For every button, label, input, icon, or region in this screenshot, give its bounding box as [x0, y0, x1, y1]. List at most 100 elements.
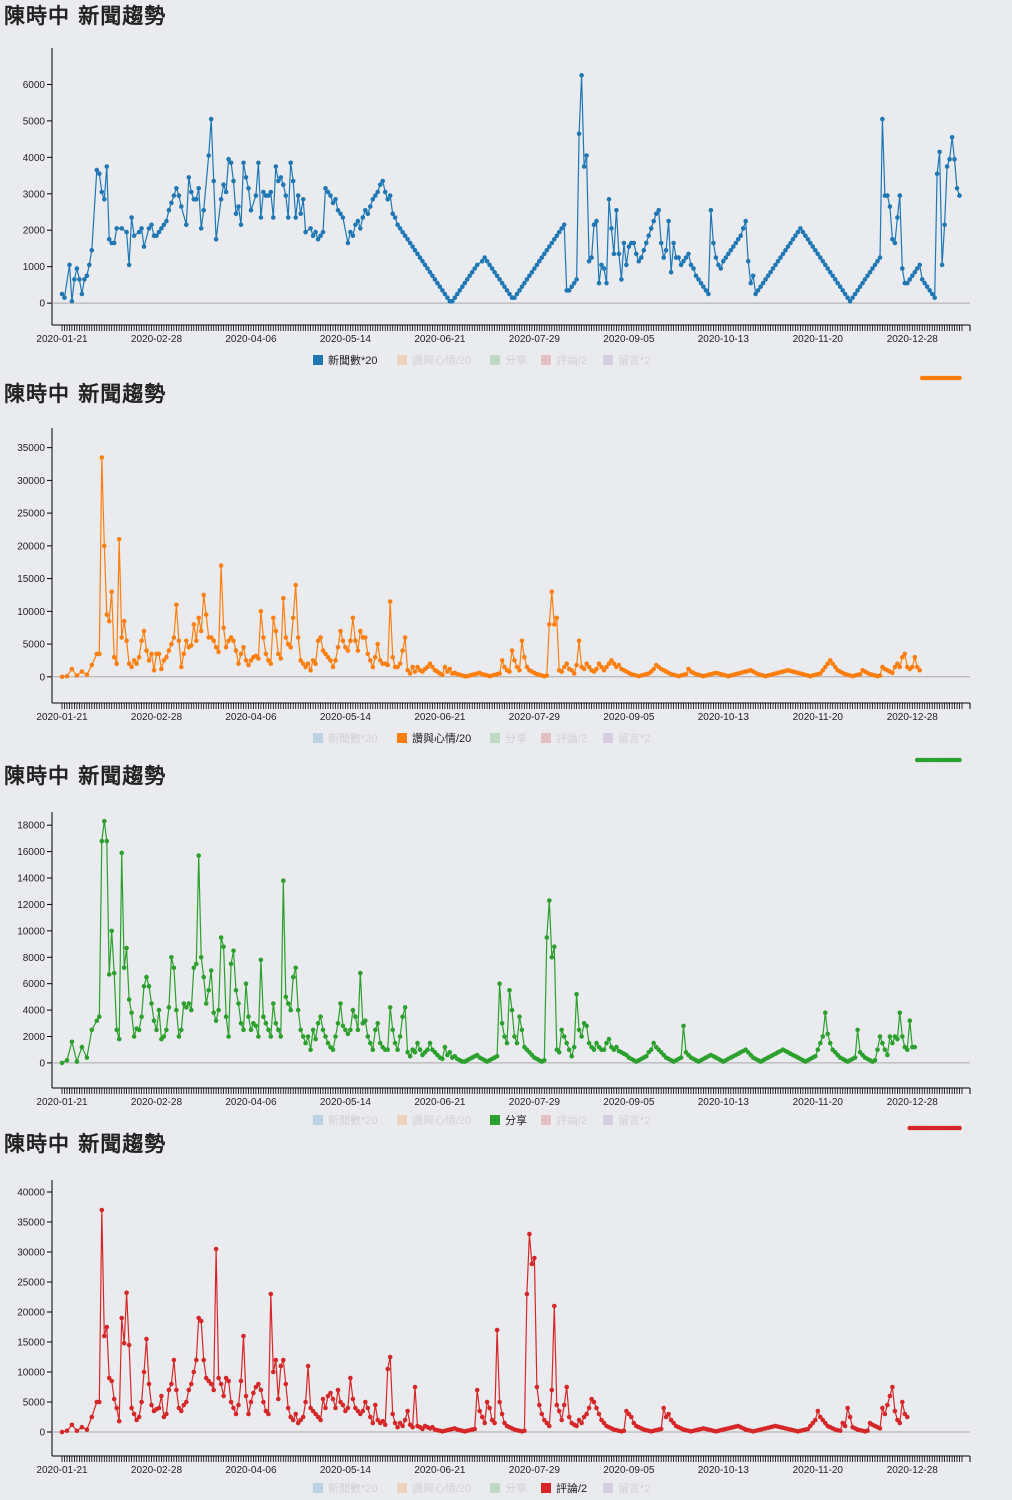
data-point — [124, 945, 129, 951]
data-point — [554, 615, 560, 621]
data-point — [194, 197, 199, 202]
data-point — [189, 1381, 194, 1387]
data-point — [484, 258, 490, 264]
data-point — [94, 167, 100, 173]
data-point — [363, 635, 368, 640]
data-point — [542, 1058, 547, 1063]
data-point — [213, 1246, 219, 1252]
data-point — [348, 229, 353, 235]
data-point — [753, 291, 758, 297]
data-point — [497, 981, 502, 986]
data-point — [84, 1427, 90, 1432]
data-point — [561, 664, 567, 670]
data-point — [243, 981, 249, 986]
data-point — [109, 589, 114, 594]
data-point — [504, 1040, 510, 1046]
legend-label: 分享 — [505, 353, 527, 367]
y-tick: 0 — [39, 1058, 52, 1069]
data-point — [726, 251, 731, 257]
data-point — [569, 284, 574, 290]
data-point — [606, 197, 612, 202]
data-point — [815, 251, 821, 257]
data-point — [686, 251, 691, 257]
x-tick-label: 2020-05-14 — [320, 712, 372, 723]
data-point — [606, 1036, 612, 1042]
data-point — [181, 651, 187, 657]
data-point — [285, 215, 291, 220]
data-point — [517, 1014, 522, 1019]
data-point — [400, 1423, 405, 1429]
data-point — [651, 666, 656, 672]
data-point — [755, 288, 761, 293]
y-tick: 15000 — [17, 574, 52, 585]
data-point — [198, 955, 204, 960]
legend-swatch — [541, 1483, 551, 1493]
data-point — [422, 262, 428, 268]
data-point — [350, 615, 356, 621]
y-tick-label: 20000 — [17, 1308, 45, 1319]
data-point — [678, 1055, 684, 1060]
data-point — [228, 635, 234, 640]
data-point — [179, 664, 184, 670]
data-point — [256, 1034, 261, 1039]
data-point — [571, 280, 577, 286]
data-point — [320, 229, 326, 235]
data-point — [184, 1399, 189, 1405]
data-point — [69, 1422, 75, 1428]
data-point — [457, 288, 463, 293]
data-point — [325, 189, 331, 195]
data-point — [305, 661, 311, 666]
data-point — [407, 671, 413, 676]
data-point — [810, 244, 816, 249]
data-point — [437, 284, 443, 290]
legend-item: 新聞數*20 — [313, 731, 378, 745]
x-tick-label: 2020-11-20 — [793, 1465, 844, 1476]
data-point — [452, 295, 458, 301]
data-point — [375, 641, 381, 647]
data-point — [634, 251, 639, 257]
legend-item: 留言*2 — [603, 1114, 650, 1127]
data-point — [278, 1034, 284, 1039]
data-point — [410, 1424, 415, 1430]
data-point — [226, 1034, 231, 1039]
data-point — [574, 991, 579, 997]
data-point — [216, 1375, 221, 1381]
data-point — [395, 1047, 400, 1052]
data-point — [102, 197, 107, 202]
data-point — [392, 1040, 398, 1046]
legend-label: 新聞數*20 — [328, 1481, 378, 1495]
data-point — [236, 204, 241, 209]
data-point — [890, 670, 895, 676]
data-point — [343, 1027, 348, 1033]
data-point — [482, 1420, 488, 1426]
legend-swatch — [313, 355, 323, 365]
data-point — [236, 661, 241, 666]
legend-swatch — [490, 1115, 500, 1125]
data-point — [445, 295, 450, 301]
data-point — [947, 156, 952, 162]
chart-title: 陳時中 新聞趨勢 — [4, 4, 167, 28]
y-tick-label: 10000 — [17, 607, 45, 618]
data-point — [417, 255, 423, 260]
data-point — [268, 1034, 274, 1039]
data-point — [377, 1040, 383, 1046]
data-point — [74, 673, 80, 678]
data-point — [375, 189, 381, 195]
data-point — [430, 273, 435, 279]
x-tick-label: 2020-09-05 — [603, 1465, 655, 1476]
data-point — [420, 258, 425, 264]
data-point — [106, 237, 112, 242]
data-point — [310, 233, 316, 238]
data-point — [169, 955, 174, 960]
data-point — [365, 211, 371, 217]
data-point — [196, 186, 201, 191]
legend-label: 評論/2 — [556, 731, 587, 745]
y-tick: 35000 — [17, 1218, 52, 1229]
data-point — [186, 1001, 192, 1006]
data-point — [99, 1207, 105, 1213]
data-point — [79, 1044, 85, 1050]
data-point — [407, 1054, 413, 1059]
data-point — [651, 1040, 656, 1046]
data-point — [604, 664, 609, 670]
data-point — [218, 197, 224, 202]
